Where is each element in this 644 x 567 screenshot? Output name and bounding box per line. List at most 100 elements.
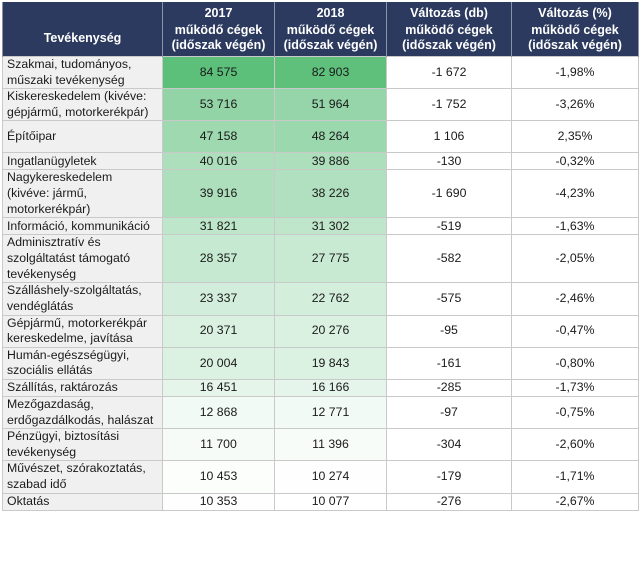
change-percent: -2,67% <box>511 492 639 511</box>
value-2017: 20 371 <box>162 314 275 348</box>
value-2017: 23 337 <box>162 282 275 316</box>
change-percent: -1,73% <box>511 378 639 397</box>
value-2018: 10 077 <box>274 492 387 511</box>
header-year-2018: 2018 <box>274 2 387 20</box>
activity-name: Humán-egészségügyi, szociális ellátás <box>2 346 163 380</box>
change-count: -582 <box>386 234 512 284</box>
change-count: -575 <box>386 282 512 316</box>
change-count: -1 690 <box>386 169 512 219</box>
table-row: Ingatlanügyletek 40 016 39 886 -130 -0,3… <box>2 152 639 171</box>
value-2018: 16 166 <box>274 378 387 397</box>
change-percent: 2,35% <box>511 120 639 154</box>
value-2017: 28 357 <box>162 234 275 284</box>
activity-name: Adminisztratív és szolgáltatást támogató… <box>2 234 163 284</box>
table-row: Szálláshely-szolgáltatás, vendéglátás 23… <box>2 282 639 316</box>
header-sub-line1: működő cégek <box>174 23 263 37</box>
table-row: Oktatás 10 353 10 077 -276 -2,67% <box>2 492 639 511</box>
activity-name: Mezőgazdaság, erdőgazdálkodás, halászat <box>2 395 163 430</box>
header-sub-line1: működő cégek <box>286 23 375 37</box>
header-sub-line2: (időszak végén) <box>402 38 496 52</box>
activity-name: Építőipar <box>2 120 163 154</box>
value-2018: 11 396 <box>274 428 387 462</box>
table-row: Kiskereskedelem (kivéve: gépjármű, motor… <box>2 88 639 122</box>
table-row: Humán-egészségügyi, szociális ellátás 20… <box>2 346 639 380</box>
value-2017: 20 004 <box>162 346 275 380</box>
header-blank <box>2 2 163 20</box>
value-2017: 47 158 <box>162 120 275 154</box>
activity-name: Művészet, szórakoztatás, szabad idő <box>2 460 163 494</box>
header-row-top: 2017 2018 Változás (db) Változás (%) <box>2 2 639 20</box>
table-row: Pénzügyi, biztosítási tevékenység 11 700… <box>2 428 639 462</box>
activity-name: Szakmai, tudományos, műszaki tevékenység <box>2 55 163 90</box>
header-sub-line2: (időszak végén) <box>171 38 266 52</box>
value-2018: 31 302 <box>274 217 387 236</box>
value-2018: 82 903 <box>274 55 387 90</box>
change-count: -179 <box>386 460 512 494</box>
header-change-pct: Változás (%) <box>511 2 639 20</box>
table-row: Nagykereskedelem (kivéve: jármű, motorke… <box>2 169 639 219</box>
header-activity: Tevékenység <box>2 20 163 57</box>
table-container: 2017 2018 Változás (db) Változás (%) Tev… <box>2 2 639 511</box>
change-percent: -2,46% <box>511 282 639 316</box>
change-count: -1 752 <box>386 88 512 122</box>
table-row: Adminisztratív és szolgáltatást támogató… <box>2 234 639 284</box>
table-row: Szakmai, tudományos, műszaki tevékenység… <box>2 55 639 90</box>
value-2017: 39 916 <box>162 169 275 219</box>
header-sub-change-pct: működő cégek (időszak végén) <box>511 20 639 57</box>
value-2018: 39 886 <box>274 152 387 171</box>
header-sub-line2: (időszak végén) <box>528 38 622 52</box>
change-percent: -0,47% <box>511 314 639 348</box>
change-count: -161 <box>386 346 512 380</box>
activity-name: Nagykereskedelem (kivéve: jármű, motorke… <box>2 169 163 219</box>
value-2017: 40 016 <box>162 152 275 171</box>
header-year-2017: 2017 <box>162 2 275 20</box>
value-2017: 11 700 <box>162 428 275 462</box>
change-percent: -0,80% <box>511 346 639 380</box>
value-2018: 48 264 <box>274 120 387 154</box>
table-row: Művészet, szórakoztatás, szabad idő 10 4… <box>2 460 639 494</box>
header-sub-change-db: működő cégek (időszak végén) <box>386 20 512 57</box>
change-count: -276 <box>386 492 512 511</box>
change-count: -97 <box>386 395 512 430</box>
value-2017: 53 716 <box>162 88 275 122</box>
header-sub-line2: (időszak végén) <box>283 38 378 52</box>
value-2017: 84 575 <box>162 55 275 90</box>
value-2018: 22 762 <box>274 282 387 316</box>
change-count: -285 <box>386 378 512 397</box>
value-2017: 10 453 <box>162 460 275 494</box>
change-percent: -4,23% <box>511 169 639 219</box>
change-percent: -0,75% <box>511 395 639 430</box>
table-row: Információ, kommunikáció 31 821 31 302 -… <box>2 217 639 236</box>
header-row-sub: Tevékenység működő cégek (időszak végén) … <box>2 20 639 57</box>
header-sub-line1: működő cégek <box>405 23 493 37</box>
change-percent: -3,26% <box>511 88 639 122</box>
value-2018: 10 274 <box>274 460 387 494</box>
value-2017: 12 868 <box>162 395 275 430</box>
value-2018: 51 964 <box>274 88 387 122</box>
value-2017: 10 353 <box>162 492 275 511</box>
change-percent: -1,63% <box>511 217 639 236</box>
change-percent: -1,98% <box>511 55 639 90</box>
header-change-db: Változás (db) <box>386 2 512 20</box>
table-row: Mezőgazdaság, erdőgazdálkodás, halászat … <box>2 395 639 430</box>
value-2018: 38 226 <box>274 169 387 219</box>
value-2018: 27 775 <box>274 234 387 284</box>
change-count: -95 <box>386 314 512 348</box>
value-2017: 16 451 <box>162 378 275 397</box>
change-count: -130 <box>386 152 512 171</box>
activity-name: Gépjármű, motorkerékpár kereskedelme, ja… <box>2 314 163 348</box>
table-row: Gépjármű, motorkerékpár kereskedelme, ja… <box>2 314 639 348</box>
table-row: Szállítás, raktározás 16 451 16 166 -285… <box>2 378 639 397</box>
change-count: -304 <box>386 428 512 462</box>
value-2018: 19 843 <box>274 346 387 380</box>
change-percent: -1,71% <box>511 460 639 494</box>
change-count: -1 672 <box>386 55 512 90</box>
activity-name: Szállítás, raktározás <box>2 378 163 397</box>
value-2017: 31 821 <box>162 217 275 236</box>
change-percent: -2,60% <box>511 428 639 462</box>
value-2018: 20 276 <box>274 314 387 348</box>
activity-name: Pénzügyi, biztosítási tevékenység <box>2 428 163 462</box>
activity-name: Oktatás <box>2 492 163 511</box>
change-count: 1 106 <box>386 120 512 154</box>
header-sub-2018: működő cégek (időszak végén) <box>274 20 387 57</box>
